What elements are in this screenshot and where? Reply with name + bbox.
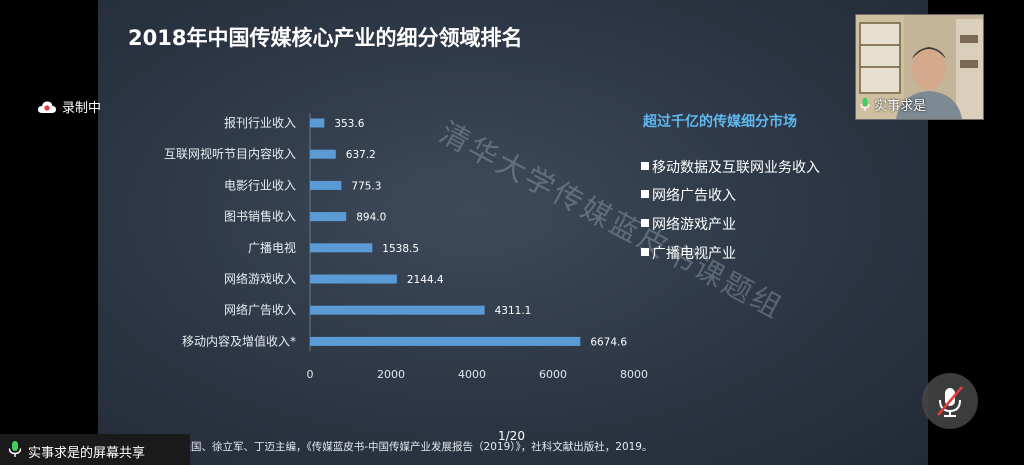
citation: 崔保国、徐立军、丁迈主编，《传媒蓝皮书-中国传媒产业发展报告（2019）》，社科…	[170, 441, 653, 453]
value-label: 894.0	[356, 212, 386, 224]
mute-microphone-button[interactable]	[922, 373, 978, 429]
legend-item: 广播电视产业	[641, 243, 736, 263]
category-label: 图书销售收入	[224, 209, 296, 224]
microphone-icon	[860, 98, 870, 111]
bar	[310, 180, 342, 190]
bar	[310, 274, 397, 284]
bar	[310, 118, 325, 128]
legend-item: 移动数据及互联网业务收入	[641, 157, 820, 177]
x-tick-label: 6000	[539, 368, 567, 381]
x-tick-label: 4000	[458, 368, 486, 381]
value-label: 4311.1	[495, 305, 532, 317]
category-label: 网络广告收入	[224, 302, 296, 317]
x-tick-label: 8000	[620, 368, 648, 381]
category-label: 电影行业收入	[224, 178, 296, 192]
category-label: 报刊行业收入	[224, 115, 296, 130]
legend-title: 超过千亿的传媒细分市场	[643, 114, 797, 130]
recording-indicator[interactable]: 录制中	[38, 97, 101, 116]
participant-name-label: 实事求是	[860, 95, 926, 114]
bar	[310, 305, 485, 315]
microphone-icon	[8, 441, 22, 457]
bar	[310, 149, 336, 159]
value-label: 6674.6	[590, 336, 627, 348]
bullet-square-icon	[641, 162, 649, 170]
legend-item: 网络广告收入	[641, 185, 736, 205]
legend-item: 网络游戏产业	[641, 214, 736, 234]
bar	[310, 243, 373, 253]
x-tick-label: 2000	[377, 368, 405, 381]
bar	[310, 336, 581, 346]
category-label: 互联网视听节目内容收入	[164, 146, 296, 161]
value-label: 353.6	[334, 118, 364, 130]
cloud-record-icon	[38, 101, 56, 113]
slide-title: 2018年中国传媒核心产业的细分领域排名	[128, 26, 523, 50]
value-label: 2144.4	[407, 274, 444, 286]
bar-chart: 报刊行业收入 353.6 互联网视听节目内容收入 637.2 电影行业收入 775.3 图书…	[164, 113, 648, 381]
value-label: 637.2	[346, 149, 376, 161]
bar	[310, 212, 347, 222]
x-tick-label: 0	[307, 368, 314, 381]
category-label: 广播电视	[248, 240, 296, 255]
participant-video[interactable]	[855, 14, 984, 120]
value-label: 775.3	[351, 180, 381, 192]
screen-share-label: 实事求是的屏幕共享	[28, 446, 146, 461]
presentation-slide: 2018年中国传媒核心产业的细分领域排名 清华大学传媒蓝皮书课题组 报刊行业收入…	[98, 0, 928, 465]
bullet-square-icon	[641, 190, 649, 198]
page-indicator: 1/20	[498, 429, 525, 443]
microphone-muted-icon	[937, 386, 963, 417]
category-label: 网络游戏收入	[224, 271, 296, 286]
bullet-square-icon	[641, 248, 649, 256]
category-label: 移动内容及增值收入*	[182, 333, 296, 348]
bullet-square-icon	[641, 219, 649, 227]
video-frame	[856, 15, 983, 119]
value-label: 1538.5	[382, 243, 419, 255]
screen-share-bar	[0, 434, 190, 465]
